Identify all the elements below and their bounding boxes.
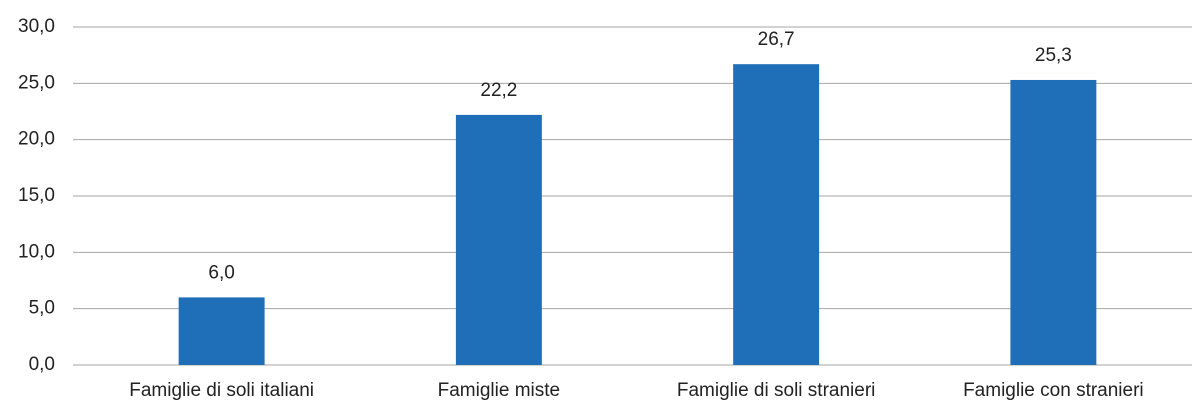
y-tick-label: 0,0 — [29, 354, 55, 375]
y-tick-label: 30,0 — [18, 16, 55, 37]
x-tick-label: Famiglie di soli stranieri — [677, 380, 876, 401]
y-tick-label: 15,0 — [18, 185, 55, 206]
y-tick-label: 25,0 — [18, 72, 55, 93]
y-tick-label: 10,0 — [18, 241, 55, 262]
x-tick-label: Famiglie di soli italiani — [129, 380, 314, 401]
data-label: 22,2 — [480, 80, 517, 101]
y-tick-label: 5,0 — [29, 298, 55, 319]
bar — [455, 114, 542, 365]
data-label: 26,7 — [758, 29, 795, 50]
y-tick-label: 20,0 — [18, 129, 55, 150]
data-label: 6,0 — [208, 262, 234, 283]
bar — [733, 64, 820, 366]
x-tick-label: Famiglie con stranieri — [963, 380, 1144, 401]
bar — [1010, 79, 1097, 365]
data-label: 25,3 — [1035, 45, 1072, 66]
bar — [178, 297, 265, 365]
x-tick-label: Famiglie miste — [438, 380, 560, 401]
